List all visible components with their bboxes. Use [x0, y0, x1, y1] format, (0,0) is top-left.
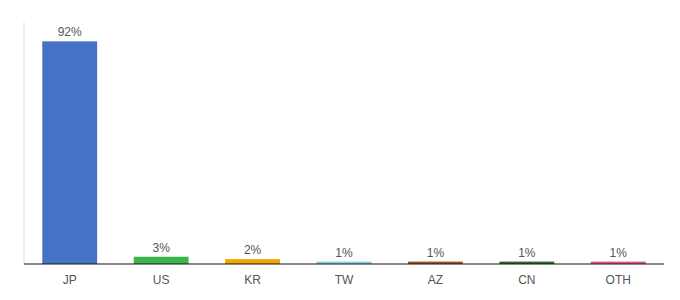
bar — [134, 257, 189, 264]
x-tick-label: JP — [63, 273, 77, 287]
data-label: 2% — [244, 243, 262, 257]
y-range-line — [24, 22, 25, 264]
x-tick-label: CN — [518, 273, 535, 287]
data-label: 1% — [518, 246, 536, 260]
x-tick-label: OTH — [606, 273, 631, 287]
data-label: 3% — [152, 241, 170, 255]
data-label: 92% — [58, 25, 82, 39]
bars — [42, 41, 645, 264]
chart: 92% 3% 2% 1% 1% 1% 1% JP US KR TW AZ CN OTH — [0, 0, 680, 300]
chart-container: 92% 3% 2% 1% 1% 1% 1% JP US KR TW AZ CN OTH — [0, 0, 680, 300]
data-label: 1% — [610, 246, 628, 260]
data-label: 1% — [427, 246, 445, 260]
x-tick-label: KR — [244, 273, 261, 287]
bar — [42, 41, 97, 264]
x-tick-label: US — [153, 273, 170, 287]
x-axis-line — [24, 263, 664, 264]
x-tick-label: AZ — [428, 273, 443, 287]
data-label: 1% — [335, 246, 353, 260]
x-tick-label: TW — [335, 273, 354, 287]
bar — [225, 259, 280, 264]
